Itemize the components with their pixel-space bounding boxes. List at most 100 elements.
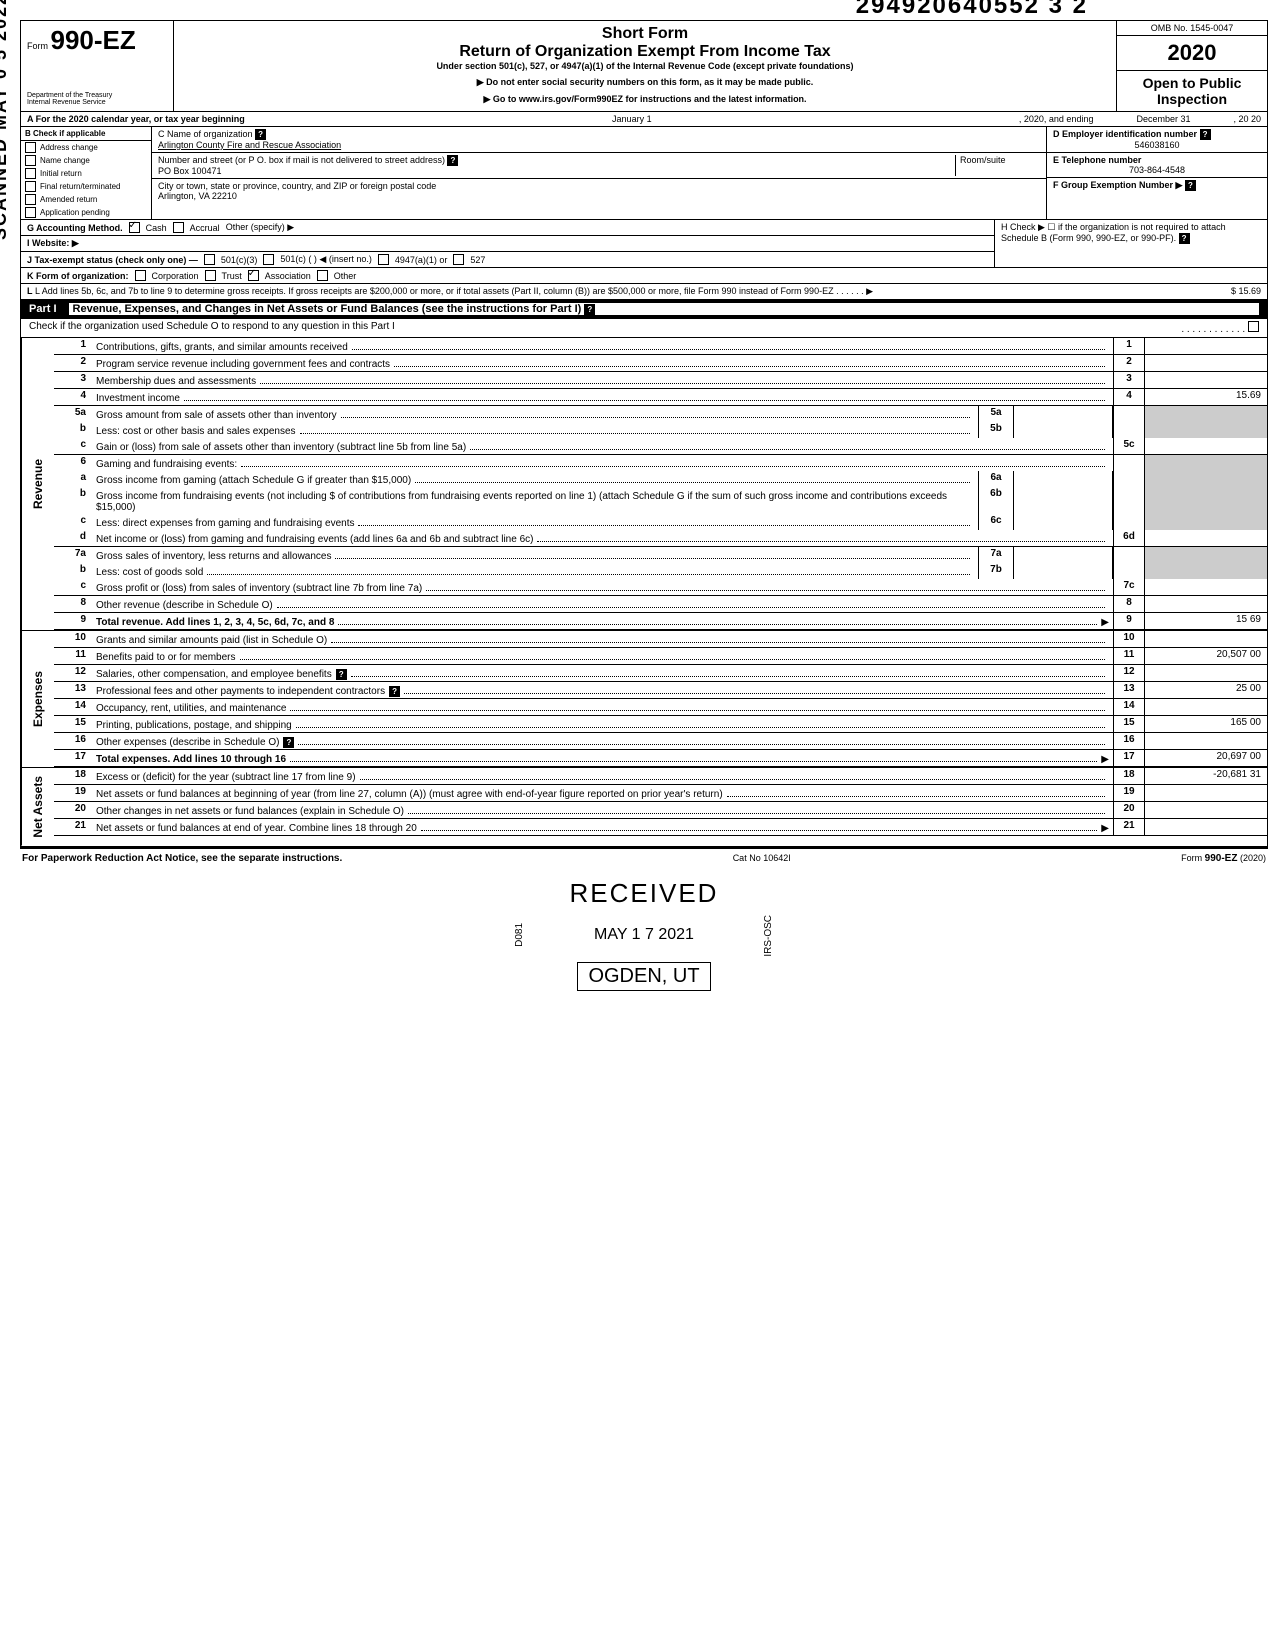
line-description: Other expenses (describe in Schedule O)? — [92, 733, 1113, 749]
line-description: Total expenses. Add lines 10 through 16▶ — [92, 750, 1113, 766]
part-1-header: Part I Revenue, Expenses, and Changes in… — [21, 300, 1267, 319]
stamp-code-left: D081 — [514, 923, 525, 947]
end-num-shade — [1113, 547, 1145, 563]
org-name: Arlington County Fire and Rescue Associa… — [158, 140, 341, 150]
end-line-value — [1145, 819, 1267, 835]
end-line-number: 10 — [1113, 631, 1145, 647]
line-description: Membership dues and assessments — [92, 372, 1113, 388]
line-number: b — [54, 422, 92, 438]
check-other[interactable] — [317, 270, 328, 281]
line-6: 6Gaming and fundraising events: — [54, 455, 1267, 471]
org-info-grid: B Check if applicable Address change Nam… — [21, 127, 1267, 220]
line-number: 21 — [54, 819, 92, 835]
end-line-number: 11 — [1113, 648, 1145, 664]
end-line-value: 20,507 00 — [1145, 648, 1267, 664]
line-description: Net assets or fund balances at beginning… — [92, 785, 1113, 801]
end-line-value — [1145, 579, 1267, 595]
help-icon[interactable]: ? — [283, 737, 294, 748]
check-accrual[interactable] — [173, 222, 184, 233]
net-assets-section: Net Assets 18Excess or (deficit) for the… — [21, 768, 1267, 848]
line-18: 18Excess or (deficit) for the year (subt… — [54, 768, 1267, 785]
group-exemption-label: F Group Exemption Number ▶ — [1053, 180, 1182, 190]
end-line-number: 15 — [1113, 716, 1145, 732]
check-application-pending[interactable]: Application pending — [21, 206, 151, 219]
line-19: 19Net assets or fund balances at beginni… — [54, 785, 1267, 802]
end-num-shade — [1113, 514, 1145, 530]
end-line-number: 8 — [1113, 596, 1145, 612]
check-name-change[interactable]: Name change — [21, 154, 151, 167]
end-num-shade — [1113, 455, 1145, 471]
help-icon[interactable]: ? — [389, 686, 400, 697]
end-line-number: 3 — [1113, 372, 1145, 388]
line-number: 2 — [54, 355, 92, 371]
end-val-shade — [1145, 455, 1267, 471]
stamp-received: RECEIVED — [514, 878, 774, 909]
end-line-number: 20 — [1113, 802, 1145, 818]
check-corporation[interactable] — [135, 270, 146, 281]
check-amended-return[interactable]: Amended return — [21, 193, 151, 206]
net-assets-label: Net Assets — [21, 768, 54, 846]
end-val-shade — [1145, 487, 1267, 514]
ein-value: 546038160 — [1053, 140, 1261, 150]
line-description: Other changes in net assets or fund bala… — [92, 802, 1113, 818]
line-7b: bLess: cost of goods sold7b — [54, 563, 1267, 579]
paperwork-notice: For Paperwork Reduction Act Notice, see … — [22, 853, 342, 864]
end-line-value — [1145, 338, 1267, 354]
mid-line-value — [1014, 563, 1113, 579]
help-icon[interactable]: ? — [1200, 129, 1211, 140]
part-1-schedule-o-check: Check if the organization used Schedule … — [21, 319, 1267, 338]
check-cash[interactable] — [129, 222, 140, 233]
line-number: b — [54, 563, 92, 579]
line-description: Gross sales of inventory, less returns a… — [92, 547, 978, 563]
end-num-shade — [1113, 563, 1145, 579]
check-527[interactable] — [453, 254, 464, 265]
help-icon[interactable]: ? — [584, 304, 595, 315]
end-line-number: 16 — [1113, 733, 1145, 749]
phone-label: E Telephone number — [1053, 155, 1141, 165]
end-line-value — [1145, 802, 1267, 818]
line-description: Occupancy, rent, utilities, and maintena… — [92, 699, 1113, 715]
help-icon[interactable]: ? — [255, 129, 266, 140]
revenue-section: Revenue 1Contributions, gifts, grants, a… — [21, 338, 1267, 631]
line-20: 20Other changes in net assets or fund ba… — [54, 802, 1267, 819]
line-15: 15Printing, publications, postage, and s… — [54, 716, 1267, 733]
check-schedule-o[interactable] — [1248, 321, 1259, 332]
help-icon[interactable]: ? — [1185, 180, 1196, 191]
end-line-number: 7c — [1113, 579, 1145, 595]
check-501c3[interactable] — [204, 254, 215, 265]
city-label: City or town, state or province, country… — [158, 181, 436, 191]
check-trust[interactable] — [205, 270, 216, 281]
line-description: Gross income from fundraising events (no… — [92, 487, 978, 514]
mid-line-value — [1014, 406, 1113, 422]
check-address-change[interactable]: Address change — [21, 141, 151, 154]
check-association[interactable] — [248, 270, 259, 281]
check-final-return[interactable]: Final return/terminated — [21, 180, 151, 193]
help-icon[interactable]: ? — [336, 669, 347, 680]
short-form-title: Short Form — [182, 25, 1108, 43]
page-footer: For Paperwork Reduction Act Notice, see … — [20, 849, 1268, 868]
line-6a: aGross income from gaming (attach Schedu… — [54, 471, 1267, 487]
end-line-value — [1145, 372, 1267, 388]
line-10: 10Grants and similar amounts paid (list … — [54, 631, 1267, 648]
check-501c[interactable] — [263, 254, 274, 265]
stamp-location: OGDEN, UT — [577, 962, 710, 991]
line-number: 14 — [54, 699, 92, 715]
end-val-shade — [1145, 547, 1267, 563]
col-b-checkboxes: B Check if applicable Address change Nam… — [21, 127, 152, 219]
line-21: 21Net assets or fund balances at end of … — [54, 819, 1267, 836]
help-icon[interactable]: ? — [447, 155, 458, 166]
line-number: 3 — [54, 372, 92, 388]
line-4: 4Investment income415.69 — [54, 389, 1267, 406]
line-number: b — [54, 487, 92, 514]
end-num-shade — [1113, 422, 1145, 438]
check-4947a1[interactable] — [378, 254, 389, 265]
line-2: 2Program service revenue including gover… — [54, 355, 1267, 372]
help-icon[interactable]: ? — [1179, 233, 1190, 244]
line-number: d — [54, 530, 92, 546]
check-initial-return[interactable]: Initial return — [21, 167, 151, 180]
end-line-number: 14 — [1113, 699, 1145, 715]
mid-line-number: 6b — [978, 487, 1014, 514]
line-description: Salaries, other compensation, and employ… — [92, 665, 1113, 681]
line-description: Program service revenue including govern… — [92, 355, 1113, 371]
line-description: Gross amount from sale of assets other t… — [92, 406, 978, 422]
